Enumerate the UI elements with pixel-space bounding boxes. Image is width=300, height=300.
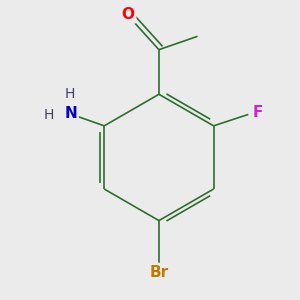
Text: O: O bbox=[121, 7, 134, 22]
Text: N: N bbox=[64, 106, 77, 121]
Text: H: H bbox=[64, 87, 75, 101]
Text: Br: Br bbox=[149, 265, 169, 280]
Text: F: F bbox=[253, 105, 263, 120]
Text: H: H bbox=[44, 108, 54, 122]
